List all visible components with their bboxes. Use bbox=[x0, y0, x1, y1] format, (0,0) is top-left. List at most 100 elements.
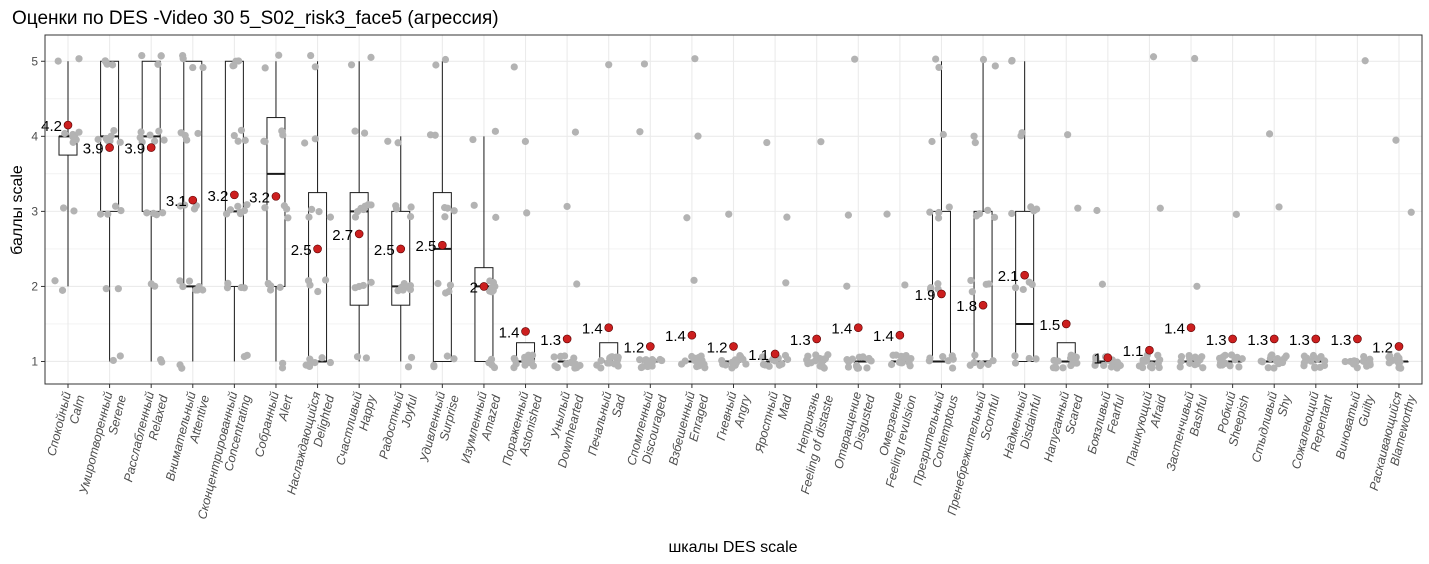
data-point bbox=[1300, 359, 1308, 367]
data-point bbox=[1321, 357, 1329, 365]
data-point bbox=[399, 286, 407, 294]
x-tick-label: ЗастенчивыйBashful bbox=[1164, 389, 1211, 476]
data-point bbox=[903, 354, 911, 362]
data-point bbox=[194, 129, 202, 138]
data-point bbox=[895, 358, 903, 366]
mean-point bbox=[1269, 334, 1279, 344]
data-point bbox=[928, 137, 936, 146]
data-point bbox=[1176, 363, 1184, 371]
data-point bbox=[101, 57, 109, 65]
data-point bbox=[367, 201, 375, 209]
mean-label: 1.3 bbox=[540, 332, 561, 349]
data-point bbox=[1064, 131, 1072, 139]
data-point bbox=[276, 283, 284, 291]
mean-markers: 4.2 3.9 3.9 3.1 3.2 3.2 2.5 2.7 2.5 2.5 2 1.4 1.3 1.4… bbox=[41, 118, 1404, 368]
data-point bbox=[523, 209, 531, 217]
data-point bbox=[315, 208, 323, 216]
data-point bbox=[1395, 363, 1403, 372]
data-point bbox=[563, 202, 571, 211]
mean-label: 2.1 bbox=[998, 268, 1019, 285]
data-point bbox=[926, 285, 935, 293]
data-point bbox=[1270, 364, 1278, 372]
data-point bbox=[137, 128, 145, 136]
data-point bbox=[1074, 204, 1082, 212]
x-tick-label: УнылыйDownhearted bbox=[541, 389, 586, 469]
data-point bbox=[971, 139, 979, 147]
data-point bbox=[971, 351, 979, 359]
data-point bbox=[1143, 356, 1151, 364]
data-point bbox=[446, 281, 455, 289]
data-point bbox=[926, 208, 934, 216]
x-tick-label: СожалеющийRepentant bbox=[1289, 390, 1335, 474]
data-point bbox=[261, 64, 269, 72]
mean-label: 1.3 bbox=[1247, 332, 1268, 349]
mean-point bbox=[521, 327, 530, 336]
data-point bbox=[1192, 354, 1200, 362]
mean-point bbox=[271, 192, 281, 201]
x-tick-label: БоязливыйFearful bbox=[1085, 389, 1128, 459]
data-point bbox=[851, 55, 859, 63]
data-point bbox=[1072, 353, 1080, 361]
data-point bbox=[824, 351, 832, 359]
mean-label: 2.5 bbox=[415, 238, 436, 255]
data-point bbox=[275, 51, 283, 59]
data-point bbox=[147, 280, 155, 288]
data-point bbox=[1113, 358, 1122, 366]
data-point bbox=[51, 277, 59, 285]
mean-point bbox=[146, 143, 156, 152]
x-tick-label: РасслабленныйRelaxed bbox=[121, 389, 171, 487]
data-point bbox=[362, 354, 370, 362]
data-point bbox=[1033, 205, 1041, 213]
data-point bbox=[1366, 355, 1374, 363]
x-tick-label: СпомленныйDiscouraged bbox=[624, 389, 670, 470]
data-point bbox=[1191, 54, 1199, 63]
data-point bbox=[1059, 364, 1067, 372]
data-point bbox=[176, 277, 184, 285]
data-point bbox=[864, 355, 873, 363]
data-point bbox=[264, 279, 272, 288]
data-point bbox=[683, 214, 691, 222]
data-point bbox=[278, 127, 286, 135]
data-point bbox=[1232, 210, 1240, 218]
data-point bbox=[234, 202, 242, 210]
data-point bbox=[1107, 363, 1116, 371]
data-point bbox=[283, 205, 291, 213]
mean-point bbox=[770, 349, 780, 359]
mean-label: 2 bbox=[470, 279, 478, 296]
data-point bbox=[935, 208, 943, 217]
y-tick-label: 1 bbox=[31, 354, 38, 368]
data-point bbox=[318, 354, 326, 362]
data-point bbox=[926, 354, 934, 362]
data-point bbox=[844, 363, 853, 371]
jitter-points bbox=[51, 51, 1415, 372]
data-point bbox=[490, 363, 499, 372]
data-point bbox=[597, 364, 605, 372]
data-point bbox=[154, 60, 162, 68]
mean-label: 1.1 bbox=[748, 347, 769, 364]
mean-label: 2.7 bbox=[332, 227, 353, 244]
box bbox=[224, 60, 244, 287]
data-point bbox=[114, 285, 122, 293]
data-point bbox=[104, 210, 112, 218]
x-tick-label: ВиноватыйGuilty bbox=[1333, 390, 1377, 464]
data-point bbox=[1235, 363, 1243, 371]
data-point bbox=[355, 282, 363, 291]
data-point bbox=[783, 213, 791, 221]
data-point bbox=[61, 129, 69, 138]
data-point bbox=[906, 362, 914, 370]
data-point bbox=[719, 360, 727, 368]
data-point bbox=[1275, 203, 1283, 211]
data-point bbox=[407, 353, 416, 362]
data-point bbox=[636, 356, 644, 364]
data-point bbox=[812, 351, 820, 359]
data-point bbox=[1258, 358, 1267, 366]
data-point bbox=[353, 353, 362, 361]
x-tick-label: РобкийSheepish bbox=[1212, 390, 1252, 447]
data-point bbox=[758, 353, 767, 361]
data-point bbox=[111, 202, 120, 210]
data-point bbox=[284, 214, 292, 222]
data-point bbox=[189, 63, 197, 72]
x-tick-label-en: Calm bbox=[67, 394, 88, 426]
mean-label: 1.4 bbox=[665, 328, 686, 345]
data-point bbox=[696, 355, 704, 363]
